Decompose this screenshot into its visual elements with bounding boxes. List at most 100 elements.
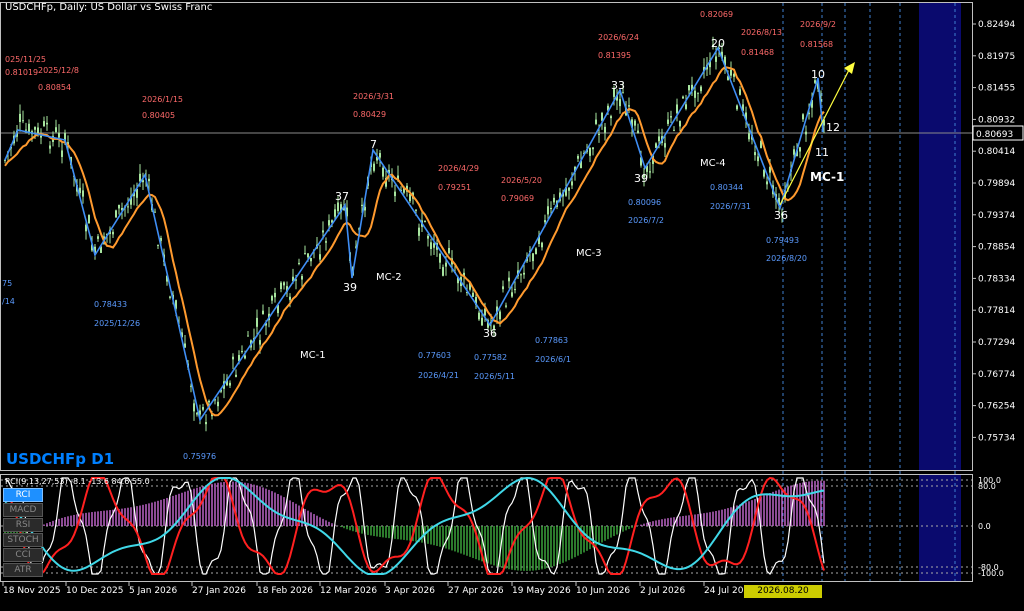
candle-body <box>292 276 294 282</box>
candle-body <box>814 80 816 83</box>
candle-body <box>619 99 621 107</box>
high-date-label: 2026/8/13 <box>741 28 782 37</box>
wave-count-label: 10 <box>811 68 825 81</box>
candle-body <box>745 112 747 121</box>
candle-body <box>571 181 573 186</box>
candle-body <box>40 135 42 138</box>
candle-body <box>634 120 636 126</box>
candle-body <box>49 145 51 149</box>
time-tick-label: 18 Nov 2025 <box>3 586 61 596</box>
low-price-label: 75 <box>2 279 12 288</box>
high-annotations: 025/11/25 0.81019 2025/12/8 0.80854 2026/1/1… <box>5 10 836 203</box>
candle-body <box>118 204 120 209</box>
candle-body <box>241 351 243 353</box>
candle-body <box>139 173 141 182</box>
candle-body <box>265 323 267 326</box>
candle-body <box>640 157 642 166</box>
candle-body <box>157 244 159 246</box>
candle-body <box>97 236 99 239</box>
candle-body <box>214 399 216 401</box>
wave-count-label: 37 <box>335 190 349 203</box>
time-tick-label: 5 Jan 2026 <box>129 586 177 596</box>
candle-body <box>694 90 696 98</box>
low-date-label: 2026/5/11 <box>474 372 515 381</box>
high-price-label: 0.80405 <box>142 111 175 120</box>
candle-body <box>703 67 705 72</box>
candle-body <box>574 166 576 172</box>
price-tick-label: 0.81975 <box>978 52 1015 62</box>
tab-rci[interactable]: RCI <box>3 488 43 502</box>
price-tick-label: 0.82494 <box>978 20 1015 30</box>
candle-body <box>598 133 600 135</box>
time-tick-label: 24 Jul 2026 <box>704 586 755 596</box>
high-price-label: 0.81468 <box>741 48 774 57</box>
candle-body <box>175 300 177 309</box>
price-tick-label: 0.76254 <box>978 402 1015 412</box>
candle-body <box>748 133 750 140</box>
candle-body <box>373 163 375 171</box>
candle-body <box>358 228 360 230</box>
trend-arrow-line <box>779 67 851 206</box>
candle-body <box>445 262 447 267</box>
candle-body <box>691 84 693 91</box>
candle-body <box>823 119 825 126</box>
candle-body <box>82 190 84 197</box>
candle-body <box>208 400 210 403</box>
tab-stoch[interactable]: STOCH <box>3 533 43 547</box>
price-tick-label: 0.77294 <box>978 338 1015 348</box>
future-zone <box>919 3 961 470</box>
candlesticks <box>4 36 825 432</box>
candle-body <box>589 147 591 156</box>
candle-body <box>715 56 717 62</box>
candle-body <box>523 272 525 275</box>
candle-body <box>364 206 366 211</box>
candle-body <box>679 121 681 127</box>
price-tick-label: 0.81455 <box>978 84 1015 94</box>
current-price-box <box>972 125 1024 141</box>
wave-count-label: 7 <box>370 138 377 151</box>
time-tick-label: 12 Mar 2026 <box>320 586 377 596</box>
candle-body <box>496 306 498 315</box>
price-tick-label: 0.80932 <box>978 115 1015 125</box>
tab-rsi[interactable]: RSI <box>3 518 43 532</box>
candle-body <box>601 112 603 121</box>
candle-body <box>190 385 192 387</box>
time-tick-label: 27 Jan 2026 <box>192 586 246 596</box>
candle-body <box>484 308 486 316</box>
candle-body <box>568 187 570 191</box>
tab-atr[interactable]: ATR <box>3 563 43 577</box>
candle-body <box>550 207 552 209</box>
candle-body <box>28 123 30 133</box>
cycle-vertical-lines <box>782 3 956 581</box>
candle-body <box>424 220 426 222</box>
candle-body <box>271 296 273 301</box>
tab-macd[interactable]: MACD <box>3 503 43 517</box>
high-price-label: 0.80854 <box>38 83 71 92</box>
indicator-panel-frame <box>0 474 973 582</box>
price-tick-label: 0.75734 <box>978 433 1015 443</box>
low-price-label: 0.78433 <box>94 300 127 309</box>
candle-body <box>403 188 405 193</box>
candle-body <box>730 69 732 76</box>
candle-body <box>577 156 579 159</box>
candle-body <box>388 169 390 174</box>
candle-body <box>238 355 240 362</box>
tab-cci[interactable]: CCI <box>3 548 43 562</box>
time-tick-label: 19 May 2026 <box>512 586 571 596</box>
moving-average-line <box>4 66 825 417</box>
main-panel-frame <box>0 2 973 471</box>
candle-body <box>205 422 207 425</box>
candle-body <box>583 152 585 154</box>
candle-body <box>616 94 618 101</box>
candle-body <box>226 378 228 386</box>
candle-body <box>259 340 261 345</box>
mc-label: MC-4 <box>700 158 726 169</box>
candle-body <box>736 105 738 110</box>
candle-body <box>229 382 231 386</box>
candle-body <box>580 160 582 169</box>
candle-body <box>325 241 327 243</box>
candle-body <box>559 192 561 201</box>
high-price-label: 0.79069 <box>501 194 534 203</box>
candle-body <box>262 310 264 315</box>
